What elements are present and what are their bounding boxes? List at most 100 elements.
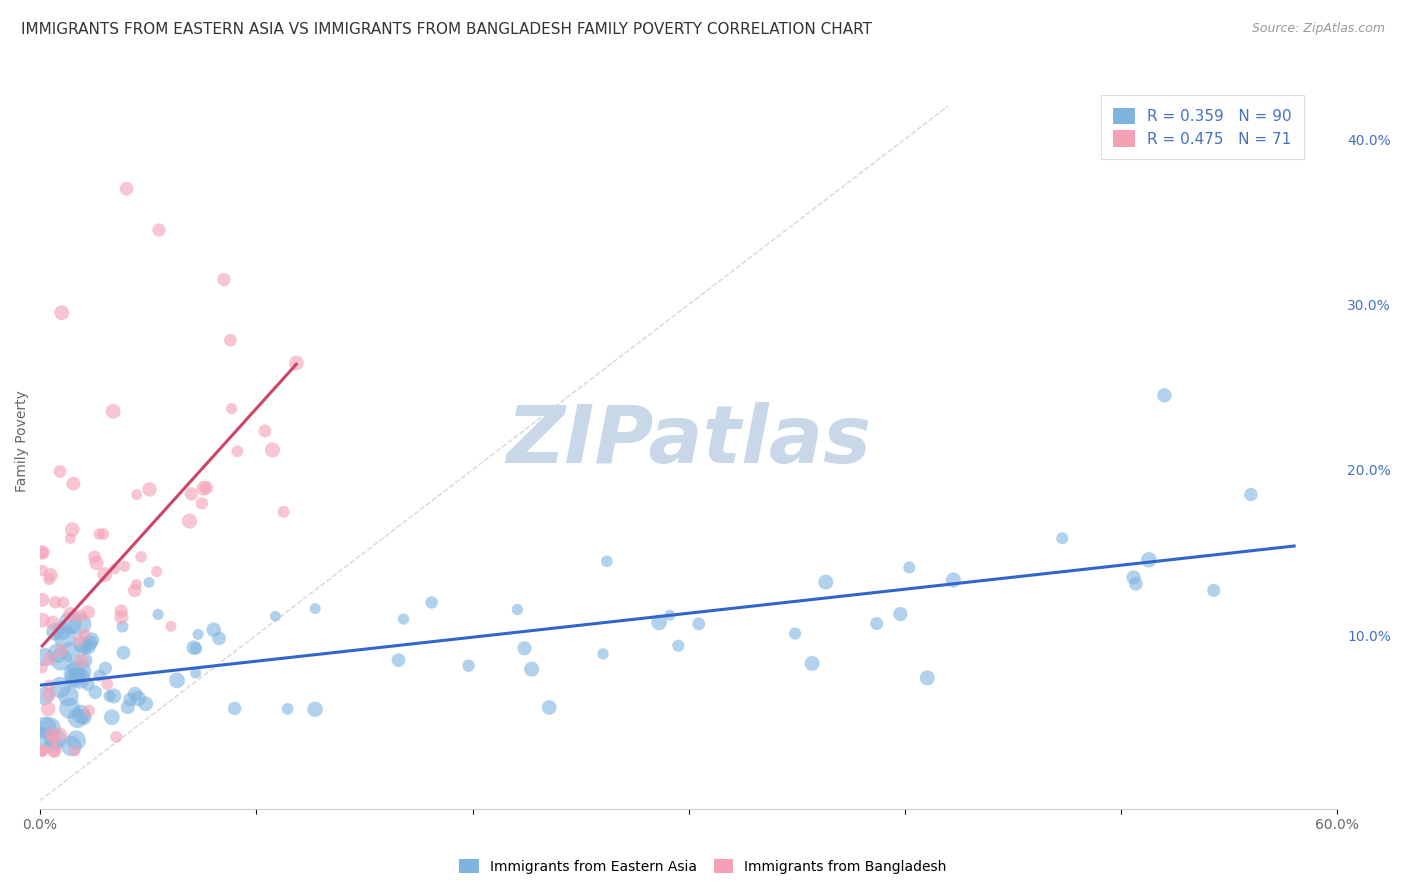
Point [221, 401, 243, 416]
Point [69, 617, 91, 632]
Point [105, 730, 128, 744]
Point [184, 666, 207, 681]
Point [138, 575, 160, 590]
Point [783, 626, 806, 640]
Point [166, 673, 188, 688]
Point [180, 487, 202, 501]
Point [93, 567, 115, 582]
Y-axis label: Family Poverty: Family Poverty [15, 390, 30, 491]
Point [392, 612, 415, 626]
Point [31, 545, 53, 559]
Point [112, 646, 135, 660]
Point [73, 710, 96, 724]
Point [31, 564, 53, 578]
Point [38, 572, 60, 586]
Point [87, 527, 110, 541]
Point [138, 483, 160, 497]
Point [224, 701, 246, 715]
Point [59, 616, 82, 631]
Point [1122, 570, 1144, 584]
Point [48, 728, 70, 742]
Point [66, 711, 89, 725]
Point [38, 722, 60, 736]
Point [34, 689, 56, 703]
Point [1050, 531, 1073, 545]
Point [70, 654, 93, 668]
Point [31, 744, 53, 758]
Point [77, 640, 100, 654]
Point [96, 677, 118, 691]
Point [801, 657, 824, 671]
Point [1202, 583, 1225, 598]
Point [1125, 577, 1147, 591]
Point [666, 639, 689, 653]
Point [42, 731, 65, 746]
Point [79, 636, 101, 650]
Point [127, 691, 149, 706]
Point [219, 334, 242, 348]
Point [917, 671, 939, 685]
Text: IMMIGRANTS FROM EASTERN ASIA VS IMMIGRANTS FROM BANGLADESH FAMILY POVERTY CORREL: IMMIGRANTS FROM EASTERN ASIA VS IMMIGRAN… [21, 22, 872, 37]
Point [31, 744, 53, 758]
Point [58, 689, 80, 703]
Point [51, 644, 73, 658]
Point [193, 481, 215, 495]
Point [125, 577, 148, 591]
Point [62, 476, 84, 491]
Point [77, 605, 100, 619]
Point [91, 527, 114, 541]
Point [34, 650, 56, 665]
Point [457, 658, 479, 673]
Point [104, 562, 127, 576]
Point [70, 707, 93, 722]
Point [592, 647, 614, 661]
Point [67, 671, 90, 685]
Point [37, 702, 59, 716]
Point [73, 640, 96, 655]
Point [115, 182, 138, 196]
Point [75, 653, 97, 667]
Point [264, 609, 287, 624]
Point [80, 632, 103, 647]
Point [31, 731, 53, 745]
Point [59, 645, 82, 659]
Point [94, 661, 117, 675]
Point [52, 595, 75, 609]
Point [304, 702, 326, 716]
Point [513, 641, 536, 656]
Text: ZIPatlas: ZIPatlas [506, 401, 872, 480]
Point [65, 733, 87, 747]
Point [889, 607, 911, 621]
Point [98, 689, 121, 703]
Point [101, 710, 124, 724]
Point [42, 736, 65, 750]
Point [179, 514, 201, 528]
Point [84, 685, 107, 699]
Point [285, 356, 308, 370]
Point [111, 619, 134, 633]
Point [38, 652, 60, 666]
Point [124, 583, 146, 598]
Point [34, 721, 56, 735]
Point [124, 687, 146, 701]
Point [103, 404, 125, 418]
Point [212, 272, 235, 286]
Point [520, 662, 543, 676]
Point [195, 481, 218, 495]
Point [46, 647, 69, 661]
Point [117, 700, 139, 714]
Point [506, 602, 529, 616]
Point [31, 592, 53, 607]
Point [83, 549, 105, 564]
Point [59, 701, 82, 715]
Point [59, 607, 82, 622]
Point [42, 744, 65, 758]
Legend: R = 0.359   N = 90, R = 0.475   N = 71: R = 0.359 N = 90, R = 0.475 N = 71 [1101, 95, 1303, 159]
Point [77, 704, 100, 718]
Point [226, 444, 249, 458]
Point [45, 732, 67, 747]
Point [41, 728, 63, 742]
Point [38, 679, 60, 693]
Point [103, 689, 125, 703]
Point [273, 505, 295, 519]
